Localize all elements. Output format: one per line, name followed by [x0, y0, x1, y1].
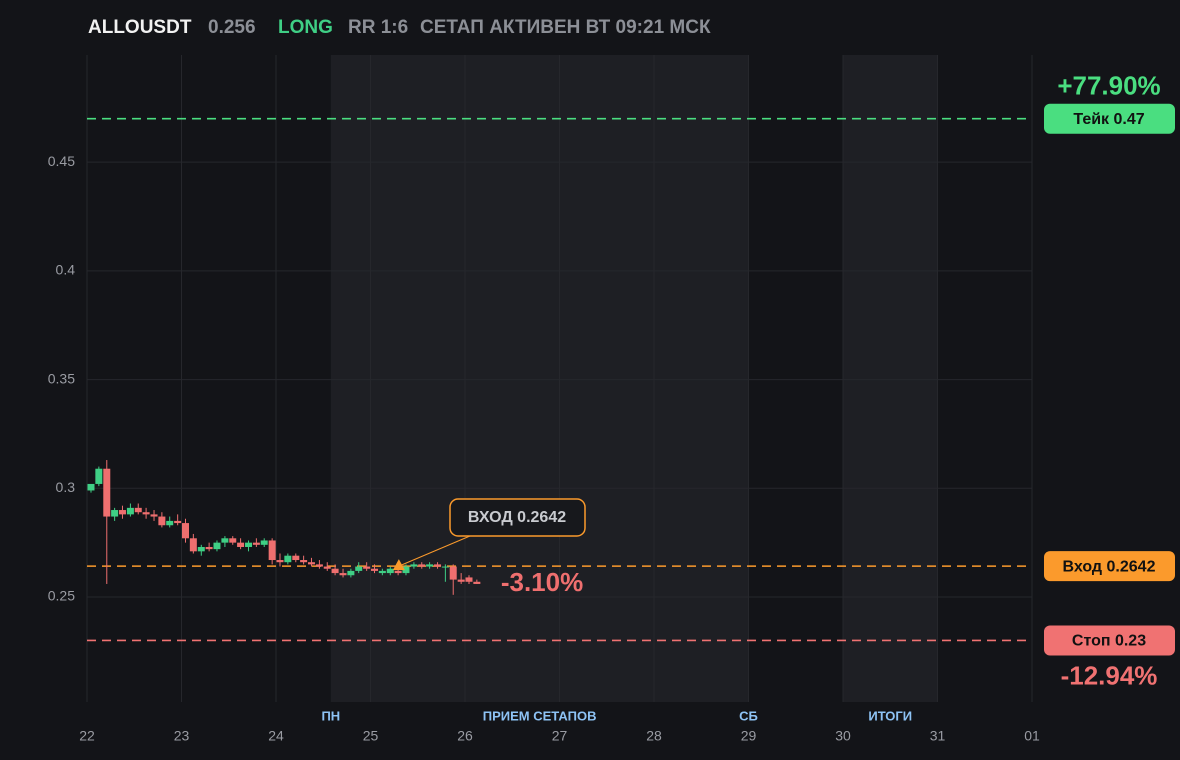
entry-leader — [398, 535, 471, 567]
candle-body — [142, 512, 150, 515]
x-tick-label: 23 — [174, 728, 190, 744]
candle-body — [245, 542, 253, 547]
level-percent: +77.90% — [1057, 71, 1160, 101]
candle-body — [347, 570, 355, 576]
candle-body — [189, 538, 197, 552]
level-label: Стоп 0.23 — [1072, 633, 1146, 650]
candle-body — [363, 566, 371, 569]
session-band — [330, 55, 749, 702]
candle-body — [434, 564, 442, 567]
y-tick-label: 0.4 — [56, 262, 76, 278]
risk-reward: RR 1:6 — [348, 17, 408, 38]
candle-body — [441, 566, 449, 568]
y-tick-label: 0.35 — [48, 370, 75, 386]
session-label: ПН — [321, 708, 340, 723]
candle-body — [134, 507, 142, 513]
candle-body — [449, 566, 457, 580]
y-tick-label: 0.25 — [48, 588, 75, 604]
entry-box — [449, 498, 586, 537]
candle-body — [410, 564, 418, 567]
candle-body — [111, 510, 119, 517]
candle-body — [95, 468, 103, 484]
x-tick-label: 25 — [363, 728, 379, 744]
level-label: Вход 0.2642 — [1063, 558, 1156, 575]
x-tick-label: 31 — [930, 728, 946, 744]
candle-body — [182, 523, 189, 539]
status: СЕТАП АКТИВЕН ВТ 09:21 МСК — [420, 17, 711, 38]
candle-body — [205, 546, 213, 550]
session-label: ПРИЕМ СЕТАПОВ — [483, 708, 597, 723]
candle-body — [237, 542, 245, 547]
session-band — [843, 55, 938, 702]
candle-body — [402, 566, 410, 574]
candle-body — [307, 562, 315, 565]
candle-body — [150, 514, 158, 517]
candle-body — [276, 560, 284, 563]
candle-body — [252, 542, 260, 545]
candle-body — [426, 564, 434, 567]
candle-body — [300, 560, 308, 563]
y-tick-label: 0.45 — [48, 153, 75, 169]
candle-body — [331, 568, 339, 574]
candle-body — [126, 507, 134, 515]
level-badge — [1044, 625, 1175, 656]
candle-body — [418, 564, 426, 567]
symbol: ALLOUSDT — [88, 17, 192, 38]
x-tick-label: 26 — [457, 728, 473, 744]
candle-body — [371, 568, 378, 571]
candle-body — [158, 516, 166, 526]
session-label: ИТОГИ — [868, 708, 912, 723]
level-badge — [1044, 551, 1175, 582]
candle-body — [221, 538, 229, 543]
candle-body — [394, 570, 402, 574]
entry-label: ВХОД 0.2642 — [468, 509, 566, 526]
side: LONG — [278, 17, 333, 38]
candle-body — [174, 520, 182, 524]
candle-body — [315, 564, 323, 567]
candle-body — [386, 568, 394, 574]
candle-body — [355, 566, 363, 571]
level-percent: -12.94% — [1061, 660, 1158, 690]
candle-body — [260, 540, 268, 545]
candle-body — [473, 581, 481, 584]
candle-body — [339, 573, 347, 576]
candle-body — [87, 483, 95, 491]
level-badge — [1044, 103, 1175, 134]
candle-body — [465, 577, 473, 582]
candle-body — [103, 468, 111, 517]
candle-body — [197, 546, 205, 552]
candle-body — [292, 555, 300, 561]
price: 0.256 — [208, 17, 256, 38]
candle-body — [457, 579, 465, 582]
candle-body — [166, 520, 174, 526]
candle-body — [213, 542, 221, 550]
candle-body — [118, 510, 126, 515]
x-tick-label: 24 — [268, 728, 284, 744]
x-tick-label: 27 — [552, 728, 568, 744]
candle-body — [229, 538, 237, 543]
x-tick-label: 22 — [79, 728, 95, 744]
x-tick-label: 01 — [1024, 728, 1040, 744]
candle-body — [284, 555, 292, 563]
candle-body — [378, 570, 386, 574]
entry-marker — [392, 559, 405, 571]
session-label: СБ — [739, 708, 758, 723]
x-tick-label: 28 — [646, 728, 662, 744]
candle-body — [268, 540, 276, 561]
x-tick-label: 29 — [741, 728, 757, 744]
current-change: -3.10% — [501, 567, 583, 597]
level-label: Тейк 0.47 — [1073, 111, 1144, 128]
x-tick-label: 30 — [835, 728, 851, 744]
y-tick-label: 0.3 — [56, 479, 76, 495]
candle-body — [323, 566, 331, 569]
